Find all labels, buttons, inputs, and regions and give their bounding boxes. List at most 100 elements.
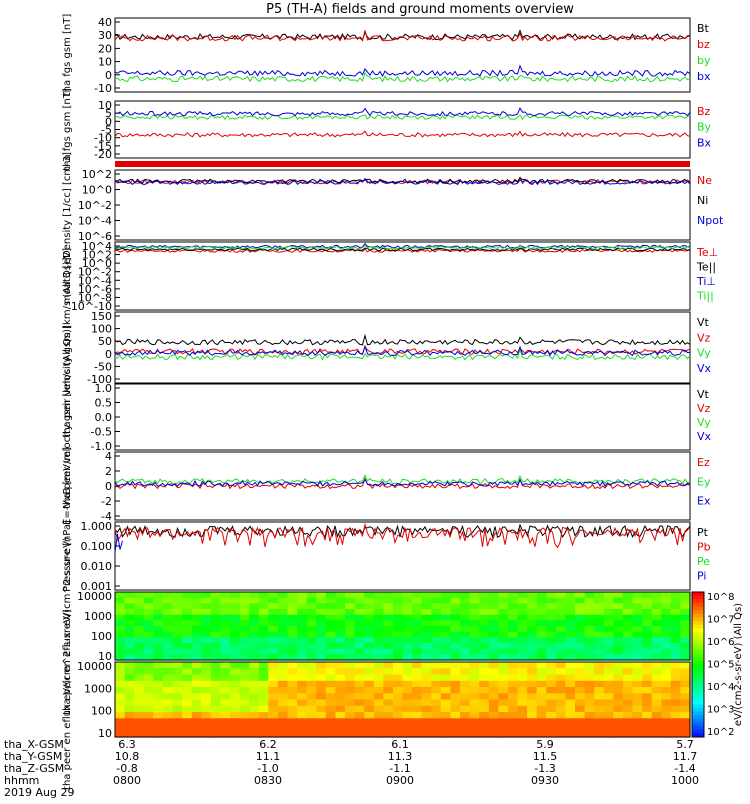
heatmap-cell (536, 592, 547, 599)
heatmap-cell (124, 643, 135, 650)
heatmap-cell (421, 699, 432, 707)
heatmap-cell (431, 699, 442, 707)
heatmap-cell (498, 724, 509, 732)
heatmap-cell (488, 662, 499, 669)
heatmap-cell (622, 614, 634, 621)
heatmap-cell (555, 614, 566, 621)
heatmap-cell (632, 662, 643, 669)
heatmap-cell (162, 643, 174, 650)
heatmap-cell (354, 680, 365, 688)
heatmap-cell (536, 687, 547, 694)
heatmap-cell (364, 614, 375, 621)
heatmap-cell (124, 724, 135, 732)
heatmap-cell (488, 614, 499, 621)
heatmap-cell (632, 699, 643, 707)
heatmap-cell (421, 648, 432, 655)
heatmap-cell (162, 631, 174, 638)
heatmap-cell (239, 597, 250, 604)
heatmap-cell (249, 654, 260, 661)
heatmap-cell (383, 609, 394, 616)
heatmap-cell (440, 592, 451, 599)
heatmap-cell (143, 609, 154, 616)
heatmap-cell (498, 680, 509, 688)
heatmap-cell (479, 718, 490, 726)
heatmap-cell (115, 626, 126, 633)
heatmap-cell (153, 705, 164, 713)
heatmap-cell (210, 662, 221, 669)
colorbar-swatch (692, 689, 704, 694)
heatmap-cell (153, 712, 164, 719)
heatmap-cell (440, 730, 451, 738)
heatmap-cell (306, 614, 317, 621)
y-tick-label: 10^-2 (78, 199, 112, 212)
heatmap-cell (383, 680, 394, 688)
heatmap-cell (412, 693, 423, 701)
heatmap-cell (325, 724, 336, 732)
heatmap-cell (431, 614, 442, 621)
heatmap-cell (517, 680, 528, 688)
heatmap-cell (527, 620, 538, 627)
heatmap-cell (201, 614, 212, 621)
legend-Vx: Vx (697, 430, 712, 443)
heatmap-cell (527, 705, 538, 713)
heatmap-cell (431, 648, 442, 655)
heatmap-cell (230, 597, 241, 604)
heatmap-cell (460, 609, 471, 616)
heatmap-cell (249, 597, 260, 604)
heatmap-cell (354, 712, 365, 719)
y-tick-label: 150 (91, 310, 112, 323)
heatmap-cell (440, 687, 451, 694)
heatmap-cell (230, 687, 241, 694)
heatmap-cell (297, 620, 308, 627)
colorbar-swatch (692, 668, 704, 673)
series-line-Pb (114, 522, 691, 549)
heatmap-cell (249, 643, 260, 650)
heatmap-cell (603, 637, 614, 644)
heatmap-cell (517, 674, 528, 682)
y-tick-label: 1.0 (95, 382, 113, 395)
y-tick-label: 10^-4 (78, 274, 112, 287)
heatmap-cell (287, 597, 298, 604)
heatmap-cell (239, 674, 250, 682)
heatmap-cell (277, 597, 289, 604)
heatmap-cell (613, 603, 624, 610)
heatmap-cell (249, 662, 260, 669)
heatmap-cell (277, 699, 289, 707)
heatmap-cell (268, 712, 279, 719)
heatmap-cell (594, 674, 605, 682)
heatmap-cell (498, 597, 509, 604)
heatmap-cell (325, 662, 336, 669)
heatmap-cell (143, 730, 154, 738)
heatmap-cell (412, 614, 423, 621)
heatmap-cell (345, 712, 356, 719)
heatmap-cell (325, 730, 336, 738)
heatmap-cell (622, 648, 634, 655)
heatmap-cell (297, 609, 308, 616)
heatmap-cell (402, 603, 413, 610)
heatmap-cell (383, 724, 394, 732)
heatmap-cell (632, 730, 643, 738)
heatmap-cell (565, 699, 576, 707)
footer-row-label: hhmm (4, 774, 39, 787)
heatmap-cell (162, 699, 174, 707)
heatmap-cell (479, 724, 490, 732)
heatmap-cell (191, 724, 202, 732)
heatmap-cell (412, 705, 423, 713)
heatmap-cell (622, 603, 634, 610)
heatmap-cell (249, 693, 260, 701)
heatmap-cell (277, 631, 289, 638)
heatmap-cell (364, 592, 375, 599)
heatmap-cell (421, 730, 432, 738)
heatmap-cell (507, 693, 519, 701)
heatmap-cell (479, 668, 490, 676)
heatmap-cell (536, 662, 547, 669)
heatmap-cell (488, 718, 499, 726)
heatmap-cell (220, 687, 231, 694)
heatmap-cell (431, 674, 442, 682)
heatmap-cell (335, 680, 346, 688)
heatmap-cell (613, 597, 624, 604)
heatmap-cell (364, 718, 375, 726)
heatmap-cell (392, 643, 404, 650)
heatmap-cell (642, 603, 653, 610)
